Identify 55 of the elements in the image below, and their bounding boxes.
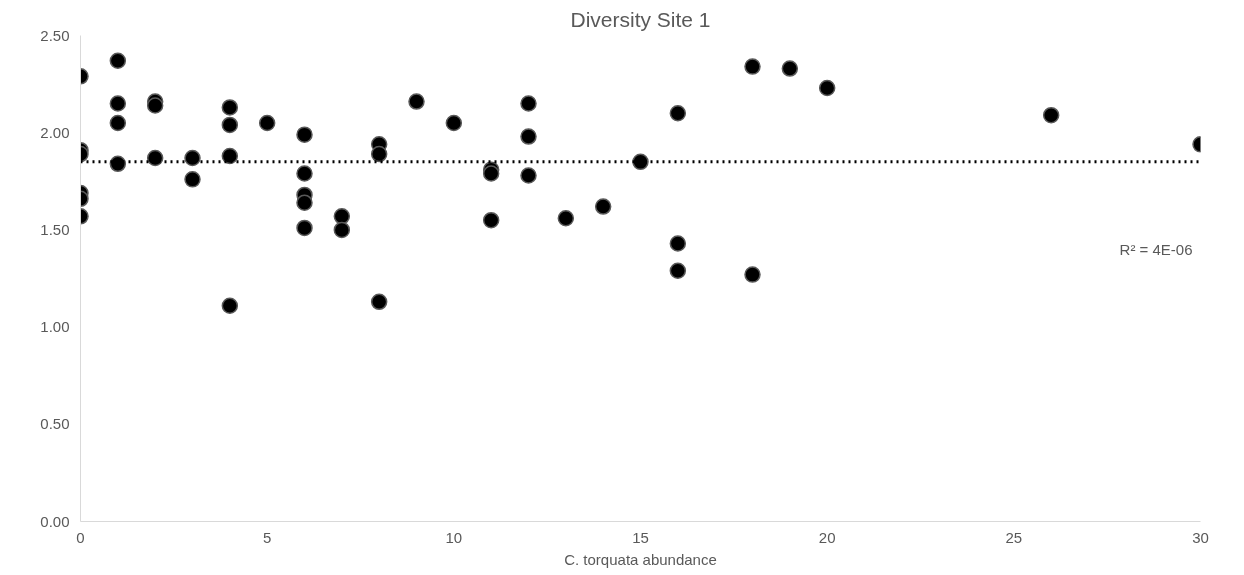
point <box>221 297 239 314</box>
y-tick-label: 2.00 <box>40 123 70 141</box>
point <box>221 99 239 116</box>
point <box>221 116 239 134</box>
point <box>669 262 687 279</box>
x-tick-label: 10 <box>445 528 463 546</box>
point <box>109 114 127 132</box>
point <box>781 60 799 77</box>
x-tick-label: 30 <box>1192 528 1209 546</box>
point <box>594 198 612 215</box>
point <box>109 95 127 112</box>
annotation: R² = 4E-06 <box>1119 240 1193 258</box>
y-tick-label: 2.50 <box>40 26 70 44</box>
x-axis-title: C. torquata abundance <box>564 550 717 568</box>
point <box>109 155 127 173</box>
point <box>669 235 687 252</box>
point <box>520 167 537 184</box>
point <box>744 58 761 75</box>
point <box>445 114 463 132</box>
point <box>296 219 313 237</box>
y-tick-label: 0.00 <box>40 512 70 530</box>
point <box>632 153 649 171</box>
point <box>296 126 313 143</box>
point <box>221 147 239 165</box>
point <box>557 210 575 227</box>
x-tick-label: 25 <box>1005 528 1023 546</box>
point <box>482 211 500 229</box>
x-tick-label: 15 <box>632 528 649 546</box>
point <box>333 208 351 225</box>
x-tick-label: 5 <box>263 528 272 546</box>
y-tick-label: 0.50 <box>40 415 70 433</box>
point <box>669 105 687 122</box>
point <box>258 114 276 132</box>
point <box>146 97 164 114</box>
point <box>520 128 537 145</box>
point <box>184 149 201 167</box>
point <box>146 149 164 167</box>
point <box>184 171 201 188</box>
y-tick-label: 1.50 <box>40 220 70 238</box>
point <box>1042 106 1060 124</box>
y-tick-label: 1.00 <box>40 318 70 336</box>
point <box>744 266 761 283</box>
point <box>296 194 313 211</box>
point <box>109 52 127 70</box>
point <box>520 95 537 112</box>
point <box>370 145 388 163</box>
point <box>333 221 351 239</box>
x-tick-label: 20 <box>818 528 836 546</box>
point <box>482 165 500 182</box>
point <box>370 293 388 311</box>
point <box>818 79 836 97</box>
x-tick-label: 0 <box>76 528 85 546</box>
point <box>408 93 425 110</box>
chart-title: Diversity Site 1 <box>570 7 711 31</box>
point <box>296 165 313 182</box>
